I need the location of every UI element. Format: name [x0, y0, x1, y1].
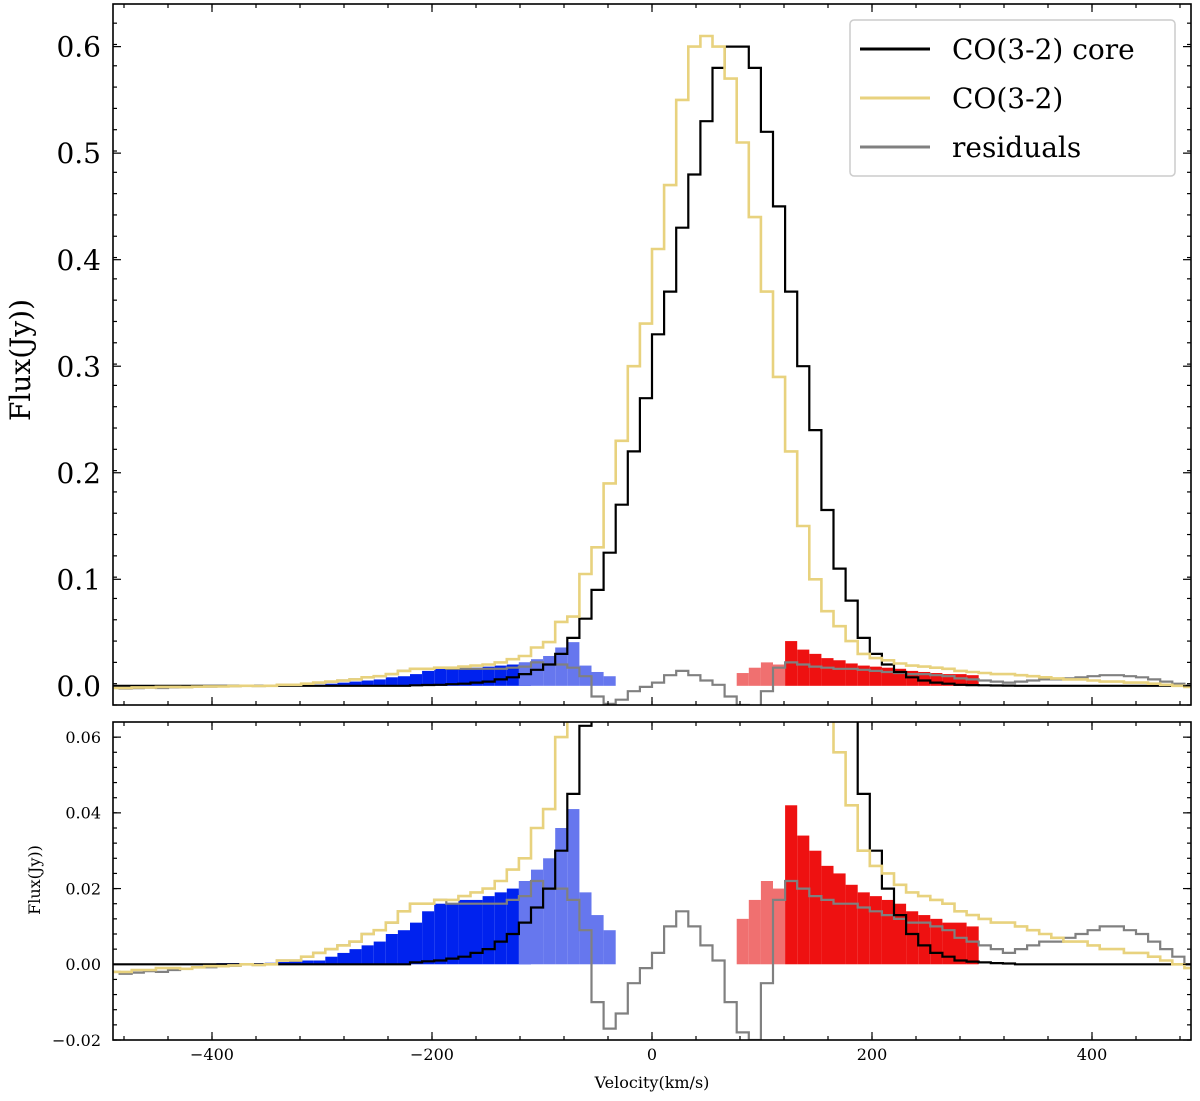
blue-wing-bar — [422, 911, 434, 964]
blue-wing-bar — [410, 674, 422, 686]
blue-wing-light-bar — [592, 915, 604, 964]
red-wing-bar — [894, 904, 906, 965]
red-wing-bar — [870, 667, 882, 686]
blue-wing-light-bar — [531, 870, 543, 965]
y-tick-label: −0.02 — [52, 1031, 101, 1050]
red-wing-bar — [882, 900, 894, 964]
y-tick-label: 0.6 — [56, 31, 101, 64]
blue-wing-bar — [471, 900, 483, 964]
y-tick-label: 0.3 — [56, 350, 101, 383]
blue-wing-light-bar — [555, 828, 567, 964]
y-tick-label: 0.0 — [56, 670, 101, 703]
red-wing-bar — [846, 885, 858, 965]
bottom-y-label: Flux(Jy)) — [25, 845, 44, 915]
y-tick-label: 0.4 — [56, 244, 101, 277]
red-wing-bar — [834, 660, 846, 686]
blue-wing-light-bar — [604, 930, 616, 964]
red-wing-light-bar — [749, 668, 761, 686]
y-tick-label: 0.06 — [65, 728, 101, 747]
blue-wing-light-bar — [579, 892, 591, 964]
blue-wing-bar — [483, 896, 495, 964]
red-wing-bar — [955, 923, 967, 965]
blue-wing-light-bar — [604, 676, 616, 686]
blue-wing-bar — [386, 677, 398, 686]
blue-wing-bar — [422, 671, 434, 686]
blue-wing-bar — [374, 942, 386, 965]
red-wing-bar — [797, 836, 809, 965]
legend-label-core: CO(3-2) core — [952, 33, 1135, 66]
blue-wing-bar — [350, 949, 362, 964]
red-wing-bar — [834, 873, 846, 964]
blue-wing-bar — [434, 669, 446, 686]
y-tick-label: 0.2 — [56, 457, 101, 490]
blue-wing-light-bar — [543, 656, 555, 686]
blue-wing-bar — [410, 923, 422, 965]
y-tick-label: 0.04 — [65, 804, 101, 823]
legend-label-residuals: residuals — [952, 131, 1081, 164]
red-wing-bar — [882, 668, 894, 686]
red-wing-bar — [967, 926, 979, 964]
blue-wing-light-bar — [543, 858, 555, 964]
red-wing-bar — [906, 911, 918, 964]
blue-wing-bar — [398, 930, 410, 964]
red-wing-bar — [846, 663, 858, 685]
blue-wing-bar — [446, 904, 458, 965]
red-wing-bar — [809, 851, 821, 965]
red-wing-light-bar — [761, 662, 773, 685]
blue-wing-bar — [325, 957, 337, 965]
red-wing-light-bar — [737, 919, 749, 964]
red-wing-bar — [785, 805, 797, 964]
red-wing-bar — [870, 896, 882, 964]
red-wing-light-bar — [749, 900, 761, 964]
blue-wing-bar — [362, 945, 374, 964]
blue-wing-light-bar — [567, 642, 579, 686]
x-axis-label: Velocity(km/s) — [594, 1073, 710, 1092]
red-wing-bar — [809, 654, 821, 686]
x-tick-label: −200 — [410, 1045, 454, 1064]
red-wing-bar — [821, 658, 833, 686]
blue-wing-bar — [398, 676, 410, 686]
red-wing-bar — [942, 923, 954, 965]
y-tick-label: 0.02 — [65, 879, 101, 898]
red-wing-bar — [858, 666, 870, 686]
blue-wing-light-bar — [592, 672, 604, 686]
y-tick-label: 0.5 — [56, 137, 101, 170]
legend: CO(3-2) core CO(3-2) residuals — [850, 20, 1175, 176]
bottom-axes-frame — [113, 722, 1191, 1040]
red-wing-bar — [797, 650, 809, 686]
legend-label-co32: CO(3-2) — [952, 82, 1063, 115]
x-tick-label: 200 — [857, 1045, 888, 1064]
y-tick-label: 0.1 — [56, 563, 101, 596]
series-line-residuals — [108, 881, 1200, 1040]
x-tick-label: −400 — [190, 1045, 234, 1064]
red-wing-light-bar — [737, 673, 749, 686]
red-wing-bar — [858, 892, 870, 964]
blue-wing-light-bar — [567, 809, 579, 964]
top-y-label: Flux(Jy)) — [4, 299, 37, 421]
y-tick-label: 0.00 — [65, 955, 101, 974]
red-wing-bar — [821, 866, 833, 964]
x-tick-label: 400 — [1077, 1045, 1108, 1064]
blue-wing-bar — [337, 953, 349, 964]
blue-wing-bar — [458, 900, 470, 964]
x-tick-label: 0 — [647, 1045, 657, 1064]
blue-wing-bar — [386, 934, 398, 964]
blue-wing-bar — [434, 904, 446, 965]
red-wing-light-bar — [761, 881, 773, 964]
